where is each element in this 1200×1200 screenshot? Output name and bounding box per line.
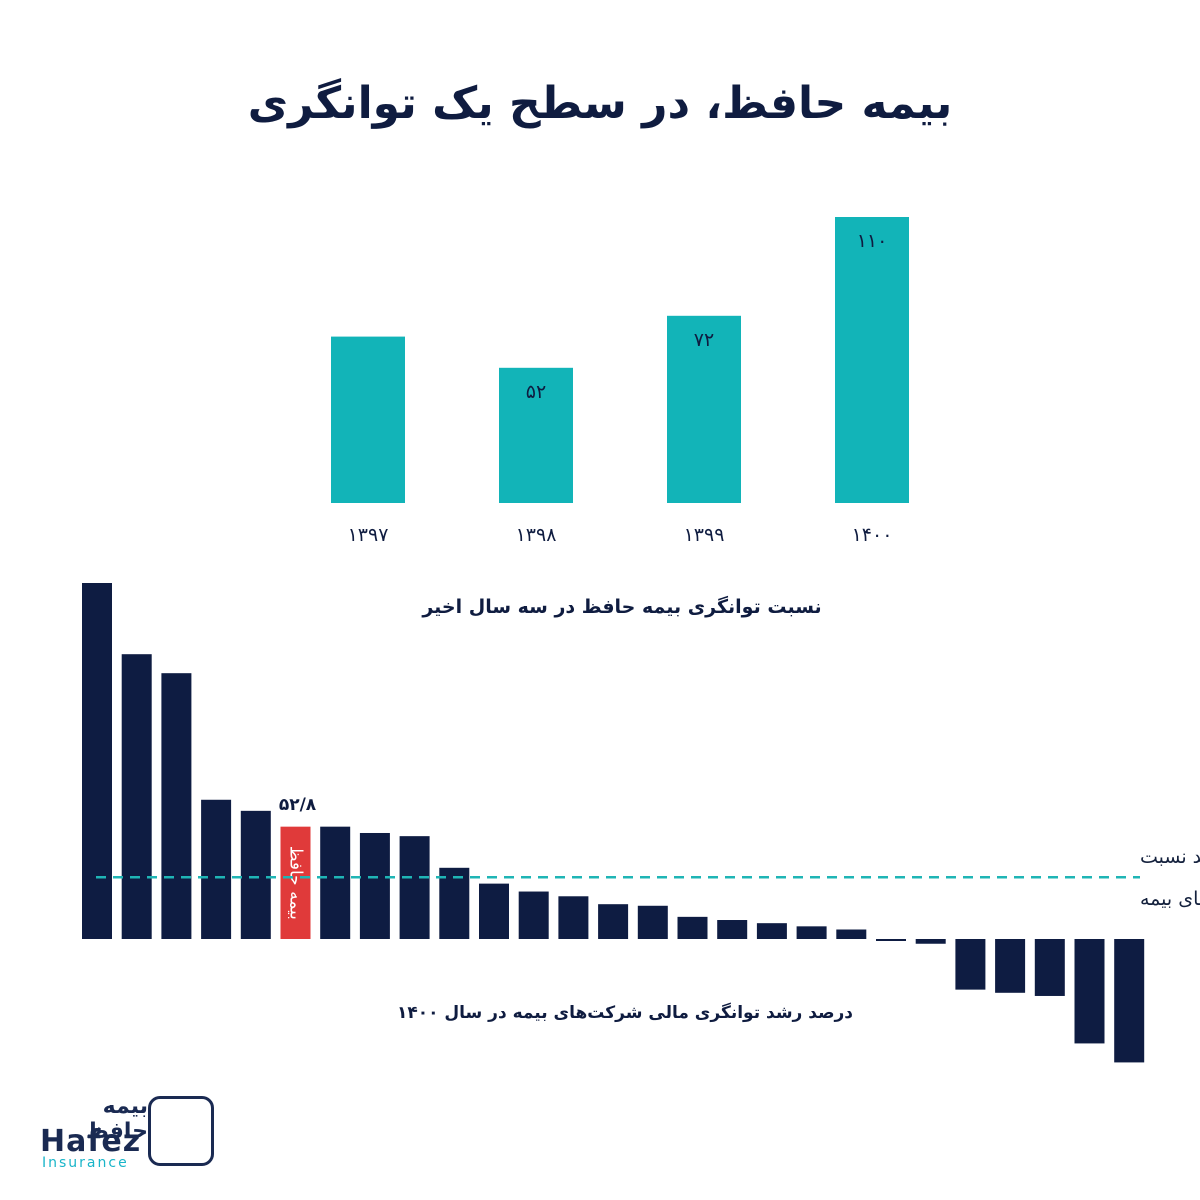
bar-bottom-12: [558, 896, 589, 939]
bar-bottom-9: [439, 867, 470, 939]
bar-bottom-26: [1114, 939, 1145, 1063]
bar-hafez-label: بیمه حافظ: [286, 846, 306, 920]
x-tick-label-1: ۱۳۹۸: [516, 524, 557, 546]
logo-en-text: Hafez: [40, 1124, 142, 1159]
bar-bottom-11: [518, 891, 549, 939]
bar-top-value-1: ۵۲: [526, 381, 546, 403]
bar-bottom-1: [121, 654, 152, 939]
bar-bottom-19: [836, 929, 867, 939]
bar-bottom-8: [399, 836, 430, 939]
bar-bottom-22: [955, 939, 986, 990]
bar-hafez: [280, 826, 311, 939]
x-tick-label-3: ۱۴۰۰: [852, 524, 893, 546]
bar-bottom-6: [320, 826, 351, 939]
bar-top-0: [331, 336, 405, 503]
bar-bottom-2: [161, 673, 192, 939]
bar-bottom-25: [1074, 939, 1105, 1044]
logo-fa-text: بیمه حافظ: [85, 1094, 148, 1144]
bar-hafez-value: ۵۲/۸: [279, 795, 317, 815]
bar-top-3: [835, 217, 909, 503]
chart-bottom-title: درصد رشد توانگری مالی شرکت‌های بیمه در س…: [397, 1002, 853, 1023]
bar-bottom-15: [677, 916, 708, 939]
x-tick-label-0: ۱۳۹۷: [348, 524, 389, 546]
bar-bottom-14: [637, 905, 668, 939]
bar-top-1: [499, 367, 573, 503]
bar-bottom-18: [796, 926, 827, 939]
bar-bottom-3: [201, 799, 232, 939]
bar-bottom-24: [1034, 939, 1065, 996]
bar-bottom-0: [82, 583, 112, 939]
bar-bottom-23: [995, 939, 1026, 993]
bar-bottom-4: [240, 810, 271, 939]
bar-bottom-13: [598, 904, 629, 939]
x-tick-label-2: ۱۳۹۹: [684, 524, 725, 546]
bar-bottom-16: [717, 920, 748, 939]
bar-bottom-10: [479, 883, 509, 939]
bar-bottom-17: [756, 923, 787, 939]
bar-top-value-3: ۱۱۰: [857, 230, 888, 252]
page-title: بیمه حافظ، در سطح یک توانگری: [247, 78, 953, 129]
reference-line-label-1: خط متوسط رشد نسبت: [1140, 846, 1200, 868]
bar-top-2: [667, 315, 741, 503]
bar-bottom-20: [876, 939, 906, 941]
hafez-logo-icon: [148, 1096, 214, 1166]
reference-line-label-2: توانگری شرکت‌های بیمه: [1140, 887, 1200, 910]
logo-sub-text: Insurance: [42, 1155, 129, 1171]
chart-top-title: نسبت توانگری بیمه حافظ در سه سال اخیر: [421, 595, 821, 618]
bar-bottom-21: [915, 939, 946, 944]
bar-bottom-7: [359, 832, 390, 939]
bar-top-value-2: ۷۲: [694, 329, 714, 351]
